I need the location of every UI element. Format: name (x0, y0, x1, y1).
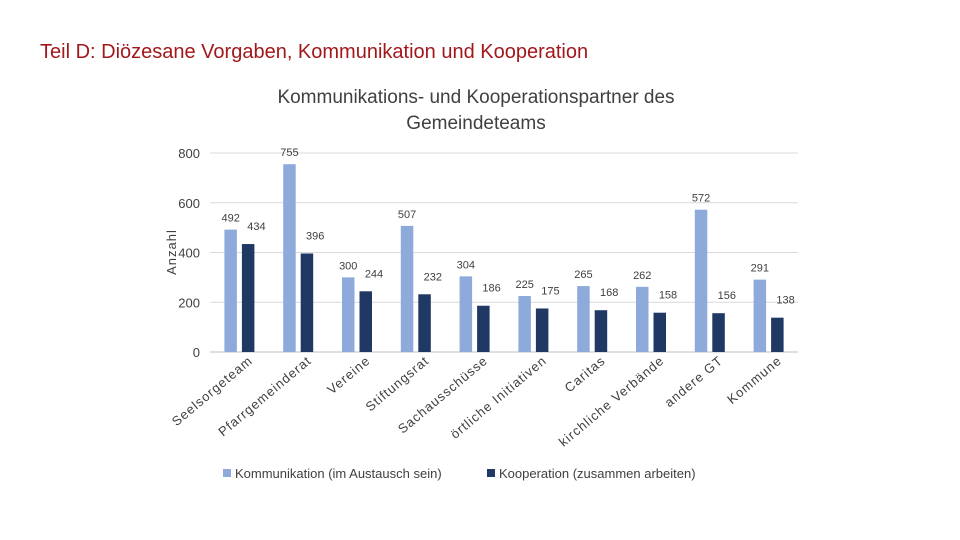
bar-andere-gt-kooperation (712, 313, 725, 352)
x-category-caritas: Caritas (562, 353, 609, 395)
x-category-vereine: Vereine (324, 353, 373, 397)
data-label-kommune-kooperation: 138 (776, 295, 794, 307)
bar-stiftungsrat-kooperation (418, 294, 431, 352)
bar-andere-gt-kommunikation (694, 209, 708, 352)
x-category-andere-gt: andere GT (662, 353, 726, 410)
data-label-stiftungsrat-kooperation: 232 (424, 271, 442, 283)
bar-sachausschusse-kommunikation (459, 276, 473, 352)
chart-legend: Kommunikation (im Austausch sein) Koopera… (223, 466, 696, 481)
data-label-pfarrgemeinderat-kooperation: 396 (306, 230, 324, 242)
y-tick-200: 200 (178, 295, 200, 310)
data-label-vereine-kommunikation: 300 (339, 260, 357, 272)
bar-caritas-kooperation (594, 310, 608, 352)
y-tick-800: 800 (178, 146, 200, 161)
bar-kommune-kommunikation (753, 279, 767, 352)
chart-title-line-1: Kommunikations- und Kooperationspartner … (277, 87, 674, 108)
bar-kommune-kooperation (771, 317, 784, 352)
data-label-kirchliche-verbande-kommunikation: 262 (633, 270, 651, 282)
bar-pfarrgemeinderat-kommunikation (283, 164, 296, 352)
bar-vereine-kooperation (359, 291, 372, 352)
data-label-kirchliche-verbande-kooperation: 158 (659, 290, 677, 302)
bar-stiftungsrat-kommunikation (400, 225, 414, 352)
data-label-vereine-kooperation: 244 (365, 268, 383, 280)
y-tick-0: 0 (193, 345, 200, 360)
data-label-caritas-kooperation: 168 (600, 287, 618, 299)
data-label-ortliche-initiativen-kommunikation: 225 (515, 279, 533, 291)
legend-label-kooperation: Kooperation (zusammen arbeiten) (499, 466, 696, 481)
data-label-caritas-kommunikation: 265 (574, 269, 592, 281)
data-label-sachausschusse-kooperation: 186 (482, 283, 500, 295)
x-category-kommune: Kommune (724, 353, 784, 407)
bar-caritas-kommunikation (577, 286, 590, 352)
legend-swatch-kooperation (487, 469, 495, 477)
data-labels: 492 434 755 396 300 244 507 232 304 186 225 175 265 1… (221, 147, 794, 306)
bar-ortliche-initiativen-kommunikation (518, 296, 531, 352)
data-label-sachausschusse-kommunikation: 304 (457, 259, 475, 271)
slide-title: Teil D: Diözesane Vorgaben, Kommunikatio… (40, 41, 589, 63)
data-label-ortliche-initiativen-kooperation: 175 (541, 285, 559, 297)
bar-kirchliche-verbande-kooperation (653, 312, 666, 352)
y-axis-label: Anzahl (164, 229, 179, 275)
data-label-kommune-kommunikation: 291 (751, 263, 769, 275)
bar-ortliche-initiativen-kooperation (535, 308, 549, 352)
legend-label-kommunikation: Kommunikation (im Austausch sein) (235, 466, 442, 481)
chart-title: Kommunikations- und Kooperationspartner … (277, 87, 674, 134)
data-label-andere-gt-kooperation: 156 (718, 290, 736, 302)
y-tick-400: 400 (178, 246, 200, 261)
data-label-pfarrgemeinderat-kommunikation: 755 (280, 147, 298, 159)
data-label-andere-gt-kommunikation: 572 (692, 193, 710, 205)
bar-seelsorgeteam-kooperation (241, 244, 255, 352)
data-label-seelsorgeteam-kommunikation: 492 (221, 213, 239, 225)
bars (224, 164, 784, 352)
y-tick-600: 600 (178, 196, 200, 211)
data-label-stiftungsrat-kommunikation: 507 (398, 209, 416, 221)
data-label-seelsorgeteam-kooperation: 434 (247, 221, 265, 233)
bar-pfarrgemeinderat-kooperation (300, 253, 314, 352)
bar-seelsorgeteam-kommunikation (224, 229, 237, 352)
bar-sachausschusse-kooperation (477, 305, 490, 352)
bar-vereine-kommunikation (342, 277, 355, 352)
y-axis-ticks: 0 200 400 600 800 (178, 146, 200, 360)
x-category-kirchliche-verbande: kirchliche Verbände (556, 353, 667, 450)
legend-swatch-kommunikation (223, 469, 231, 477)
x-category-ortliche-initiativen: örtliche Initiativen (447, 353, 549, 442)
bar-kirchliche-verbande-kommunikation (636, 286, 649, 352)
chart-gridlines (210, 152, 798, 353)
y-axis-label-group: Anzahl (164, 229, 179, 275)
chart-title-line-2: Gemeindeteams (406, 113, 545, 134)
